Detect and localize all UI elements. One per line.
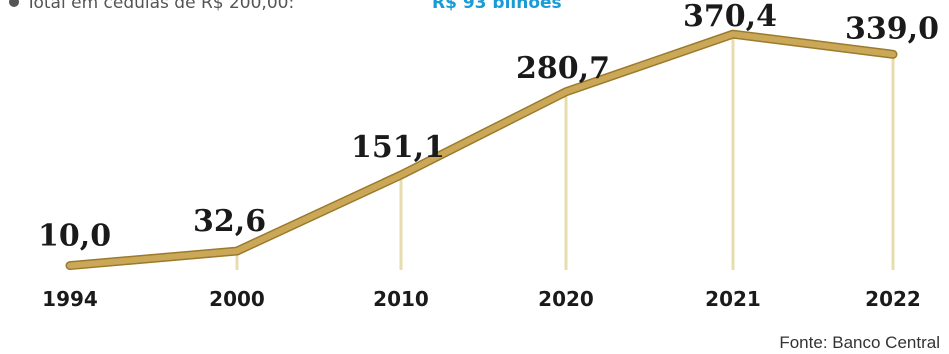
value-label-2022: 339,0: [845, 11, 939, 46]
tick-label-2021: 2021: [705, 287, 761, 311]
series-line: [65, 29, 898, 271]
value-label-2021: 370,4: [683, 0, 777, 34]
source-label: Fonte: Banco Central: [779, 333, 940, 352]
series-line-path: [67, 31, 896, 269]
legend: Total em cédulas de R$ 200,00: R$ 93 bil…: [9, 0, 562, 13]
legend-text: Total em cédulas de R$ 200,00:: [25, 0, 294, 13]
tick-label-1994: 1994: [42, 287, 98, 311]
tick-label-2000: 2000: [209, 287, 265, 311]
tick-label-2022: 2022: [865, 287, 921, 311]
value-label-2020: 280,7: [516, 51, 610, 86]
legend-highlight: R$ 93 bilhões: [432, 0, 562, 13]
value-labels: 10,0 32,6 151,1 280,7 370,4 339,0: [38, 0, 939, 254]
value-label-2010: 151,1: [351, 130, 445, 165]
vertical-guides: [68, 34, 895, 270]
tick-label-2020: 2020: [538, 287, 594, 311]
value-label-2000: 32,6: [193, 204, 266, 239]
legend-bullet: [9, 0, 19, 7]
x-axis-ticks: 1994 2000 2010 2020 2021 2022: [42, 287, 921, 311]
tick-label-2010: 2010: [373, 287, 429, 311]
value-label-1994: 10,0: [38, 219, 111, 254]
